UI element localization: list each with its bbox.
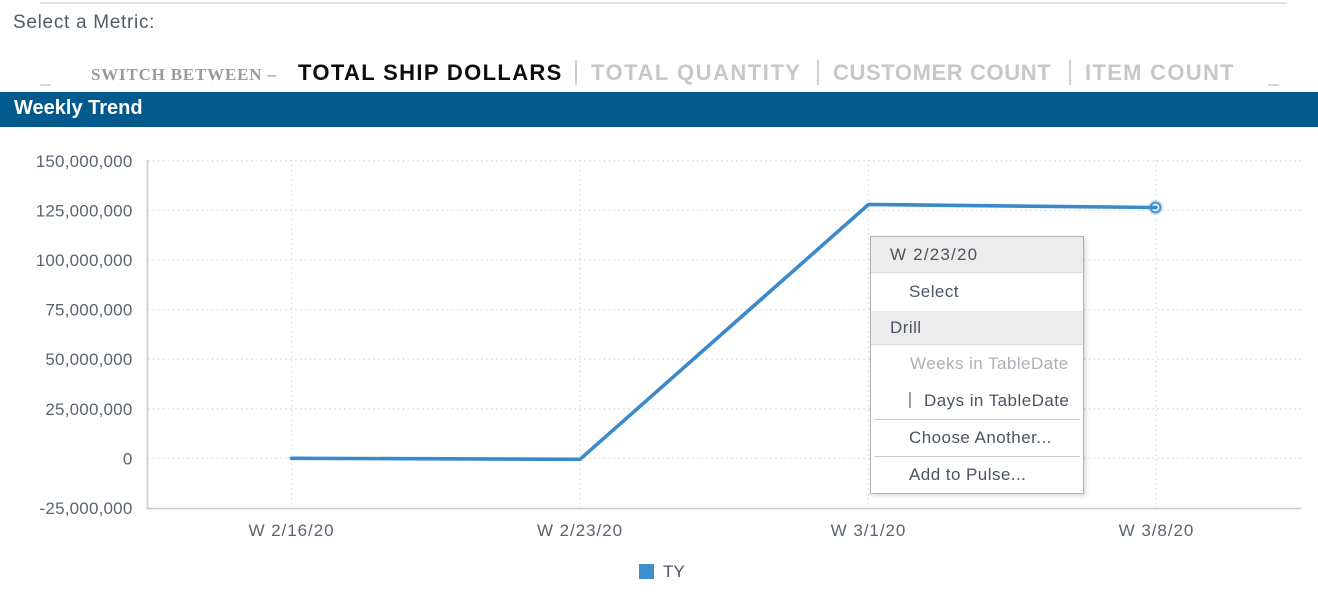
svg-text:50,000,000: 50,000,000 (45, 350, 132, 369)
svg-text:W 2/16/20: W 2/16/20 (248, 521, 334, 540)
svg-text:150,000,000: 150,000,000 (36, 152, 133, 171)
svg-text:-25,000,000: -25,000,000 (40, 499, 133, 518)
svg-text:75,000,000: 75,000,000 (45, 301, 132, 320)
svg-text:W 3/8/20: W 3/8/20 (1119, 521, 1195, 540)
svg-text:0: 0 (123, 449, 133, 468)
svg-text:100,000,000: 100,000,000 (36, 251, 133, 270)
svg-text:W 3/1/20: W 3/1/20 (831, 521, 907, 540)
svg-text:W 2/23/20: W 2/23/20 (537, 521, 623, 540)
svg-text:25,000,000: 25,000,000 (45, 400, 132, 419)
svg-text:125,000,000: 125,000,000 (36, 201, 133, 220)
